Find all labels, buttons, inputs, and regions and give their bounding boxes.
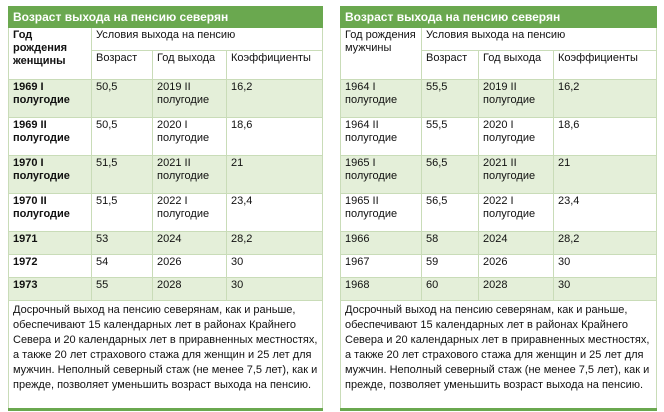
birth-cell: 1970 I полугодие [8,155,92,194]
data-row: 1970 I полугодие 51,5 2021 II полугодие 21 [8,155,324,194]
data-row: 1970 II полугодие 51,5 2022 I полугодие 23,… [8,193,324,232]
data-cell: 18,6 [225,117,324,156]
data-cell: 2028 [152,277,227,301]
note: Досрочный выход на пенсию северянам, как… [7,300,324,410]
conditions-header: Условия выхода на пенсию [420,27,658,51]
data-cell: 50,5 [91,117,153,156]
data-cell: 51,5 [91,193,153,232]
birth-cell: 1964 I полугодие [340,79,422,118]
data-cell: 21 [552,155,658,194]
table-title: Возраст выхода на пенсию северян [7,6,324,28]
table: Возраст выхода на пенсию северян Год рожд… [7,6,324,411]
birth-cell: 1971 [8,231,92,255]
column-header: Возраст [91,50,153,80]
data-row: 1969 I полугодие 50,5 2019 II полугодие 16,… [8,79,324,118]
data-cell: 2020 I полугодие [478,117,554,156]
data-row: 1972 54 2026 30 [8,254,324,278]
data-row: 1965 I полугодие 56,5 2021 II полугодие 21 [340,155,658,194]
data-row: 1964 I полугодие 55,5 2019 II полугодие 16,… [340,79,658,118]
data-cell: 30 [225,254,324,278]
data-cell: 30 [552,254,658,278]
subheader-row: Возраст Год выхода Коэффициенты [341,50,658,80]
data-cell: 2019 II полугодие [478,79,554,118]
data-cell: 55,5 [421,79,479,118]
birth-cell: 1964 II полугодие [340,117,422,156]
birth-cell: 1969 I полугодие [8,79,92,118]
data-cell: 16,2 [552,79,658,118]
note-row: Досрочный выход на пенсию северянам, как… [7,300,324,410]
data-cell: 56,5 [421,193,479,232]
birth-header: Год рождения женщины [8,27,92,80]
data-cell: 55,5 [421,117,479,156]
data-cell: 56,5 [421,155,479,194]
column-header: Коэффициенты [552,50,658,80]
left-table-wrap: Возраст выхода на пенсию северян Год рожд… [7,6,324,411]
header-row: Год рождения женщины Условия выхода на пе… [8,27,324,80]
data-cell: 18,6 [552,117,658,156]
data-cell: 51,5 [91,155,153,194]
birth-cell: 1965 II полугодие [340,193,422,232]
data-cell: 2021 II полугодие [478,155,554,194]
title-row: Возраст выхода на пенсию северян [339,6,658,28]
data-row: 1973 55 2028 30 [8,277,324,301]
birth-header: Год рождения мужчины [340,27,422,80]
data-cell: 59 [421,254,479,278]
data-cell: 2026 [478,254,554,278]
data-cell: 2019 II полугодие [152,79,227,118]
column-header: Коэффициенты [225,50,324,80]
birth-cell: 1970 II полугодие [8,193,92,232]
birth-cell: 1968 [340,277,422,301]
note: Досрочный выход на пенсию северянам, как… [339,300,658,410]
data-cell: 23,4 [225,193,324,232]
data-row: 1965 II полугодие 56,5 2022 I полугодие 23,… [340,193,658,232]
column-header: Год выхода [152,50,227,80]
data-row: 1968 60 2028 30 [340,277,658,301]
title-row: Возраст выхода на пенсию северян [7,6,324,28]
data-cell: 23,4 [552,193,658,232]
data-cell: 21 [225,155,324,194]
data-cell: 55 [91,277,153,301]
data-row: 1969 II полугодие 50,5 2020 I полугодие 18,… [8,117,324,156]
data-cell: 30 [225,277,324,301]
data-cell: 58 [421,231,479,255]
data-cell: 2024 [478,231,554,255]
birth-cell: 1973 [8,277,92,301]
birth-cell: 1972 [8,254,92,278]
data-row: 1971 53 2024 28,2 [8,231,324,255]
data-cell: 2020 I полугодие [152,117,227,156]
data-cell: 2026 [152,254,227,278]
birth-cell: 1966 [340,231,422,255]
data-cell: 28,2 [225,231,324,255]
data-cell: 30 [552,277,658,301]
table: Возраст выхода на пенсию северян Год рожд… [339,6,658,411]
birth-cell: 1965 I полугодие [340,155,422,194]
column-header: Возраст [421,50,479,80]
data-cell: 60 [421,277,479,301]
data-row: 1966 58 2024 28,2 [340,231,658,255]
table-title: Возраст выхода на пенсию северян [339,6,658,28]
birth-cell: 1969 II полугодие [8,117,92,156]
data-cell: 16,2 [225,79,324,118]
data-cell: 50,5 [91,79,153,118]
conditions-header: Условия выхода на пенсию [90,27,324,51]
data-cell: 2028 [478,277,554,301]
data-cell: 54 [91,254,153,278]
data-row: 1967 59 2026 30 [340,254,658,278]
data-cell: 2021 II полугодие [152,155,227,194]
subheader-row: Возраст Год выхода Коэффициенты [9,50,324,80]
data-cell: 2022 I полугодие [152,193,227,232]
data-cell: 28,2 [552,231,658,255]
note-row: Досрочный выход на пенсию северянам, как… [339,300,658,410]
header-row: Год рождения мужчины Условия выхода на пе… [340,27,658,80]
birth-cell: 1967 [340,254,422,278]
column-header: Год выхода [478,50,554,80]
data-cell: 2024 [152,231,227,255]
data-cell: 2022 I полугодие [478,193,554,232]
right-table-wrap: Возраст выхода на пенсию северян Год рожд… [339,6,658,411]
data-cell: 53 [91,231,153,255]
data-row: 1964 II полугодие 55,5 2020 I полугодие 18,… [340,117,658,156]
